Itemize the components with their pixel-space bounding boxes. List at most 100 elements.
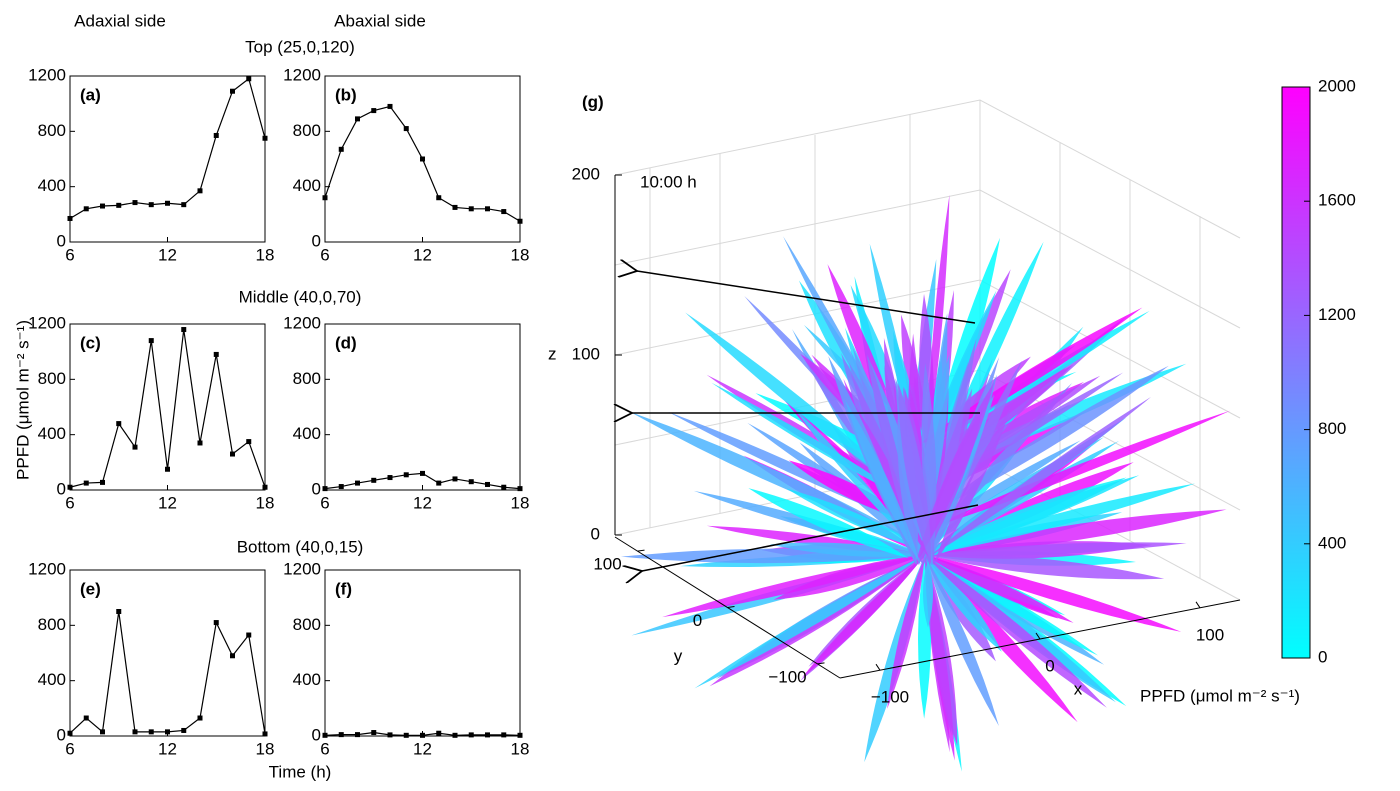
marker <box>262 731 268 737</box>
marker <box>67 484 73 490</box>
y-tick <box>727 606 735 608</box>
leaf <box>773 555 925 600</box>
leaf <box>925 555 1074 623</box>
y-tick-label: 800 <box>38 121 66 140</box>
panel-label: (b) <box>335 85 357 104</box>
leaf <box>933 408 1011 565</box>
x-tick-label: 6 <box>65 245 74 264</box>
marker <box>165 729 170 735</box>
leaf <box>925 555 1182 632</box>
x-tick <box>875 663 881 671</box>
marker <box>338 146 344 152</box>
marker <box>452 732 458 738</box>
leaf <box>925 396 1152 560</box>
marker <box>485 732 490 738</box>
y-tick <box>637 549 645 552</box>
y-tick-label: 1200 <box>28 559 66 578</box>
marker <box>420 156 425 162</box>
y-tick-label: 400 <box>38 670 66 689</box>
marker <box>371 730 377 736</box>
marker <box>485 481 490 487</box>
x-axis-label: Time (h) <box>269 762 332 781</box>
marker <box>322 732 328 738</box>
x-tick-label: 12 <box>158 739 177 758</box>
y-tick-label: −100 <box>768 667 806 686</box>
x-tick-label: 12 <box>413 739 432 758</box>
marker <box>197 715 203 721</box>
leaf <box>925 555 1107 708</box>
y-tick-label: 1200 <box>283 313 321 332</box>
marker <box>403 732 409 738</box>
marker <box>165 466 170 472</box>
x-tick-label: 6 <box>320 245 329 264</box>
x-tick-label: 12 <box>158 245 177 264</box>
x-axis-label: x <box>1074 679 1083 698</box>
line <box>324 105 521 222</box>
panel-label: (f) <box>335 579 352 598</box>
marker <box>371 477 377 483</box>
marker <box>148 202 154 208</box>
marker <box>246 632 252 638</box>
leaf <box>925 542 1187 556</box>
y-tick-label: 0 <box>312 725 321 744</box>
marker <box>67 215 73 221</box>
x-tick-label: 6 <box>65 493 74 512</box>
marker <box>213 351 219 357</box>
leaf <box>925 555 1002 652</box>
marker <box>148 729 154 735</box>
marker <box>436 480 442 486</box>
marker <box>100 479 105 485</box>
marker <box>517 732 523 738</box>
marker <box>116 421 122 427</box>
y-tick-label: 0 <box>312 479 321 498</box>
panel-label: (d) <box>335 333 357 352</box>
marker <box>517 486 523 492</box>
marker <box>116 609 122 614</box>
marker <box>67 730 73 736</box>
x-tick-label: 18 <box>256 245 275 264</box>
column-header: Adaxial side <box>74 11 166 30</box>
marker <box>262 135 268 141</box>
y-tick-label: 800 <box>293 369 321 388</box>
x-tick-label: 18 <box>256 493 275 512</box>
leaf <box>925 509 1227 555</box>
column-header: Abaxial side <box>334 11 426 30</box>
leaf <box>898 383 932 565</box>
z-tick-label: 200 <box>572 164 600 183</box>
y-tick-label: 1200 <box>283 559 321 578</box>
colorbar-tick-label: 800 <box>1318 419 1346 438</box>
marker <box>83 715 89 721</box>
marker <box>355 480 360 486</box>
y-tick-label: 800 <box>293 121 321 140</box>
x-tick-label: 12 <box>413 493 432 512</box>
x-tick <box>1195 601 1201 609</box>
marker <box>246 76 252 82</box>
marker <box>213 132 219 138</box>
plant-surface <box>620 194 1231 772</box>
marker <box>83 480 89 486</box>
marker <box>387 732 393 738</box>
colorbar-tick-label: 0 <box>1318 647 1327 666</box>
marker <box>420 732 425 738</box>
x-tick-label: 6 <box>320 493 329 512</box>
marker <box>452 476 458 482</box>
marker <box>371 108 377 114</box>
box-grid <box>614 99 1241 601</box>
x-tick-label: 6 <box>320 739 329 758</box>
y-tick-label: 400 <box>38 424 66 443</box>
y-tick-label: 1200 <box>28 65 66 84</box>
colorbar-tick-label: 1600 <box>1318 191 1356 210</box>
marker <box>403 472 409 478</box>
marker <box>181 327 187 333</box>
marker <box>83 206 89 212</box>
panel-label: (c) <box>80 333 101 352</box>
y-tick-label: 0 <box>312 231 321 250</box>
row-header: Top (25,0,120) <box>245 37 355 56</box>
marker <box>338 484 344 490</box>
marker <box>338 732 344 738</box>
marker <box>403 126 409 132</box>
marker <box>387 103 393 109</box>
marker <box>246 439 252 445</box>
panel-label: (a) <box>80 85 101 104</box>
z-axis-label: z <box>548 344 557 363</box>
